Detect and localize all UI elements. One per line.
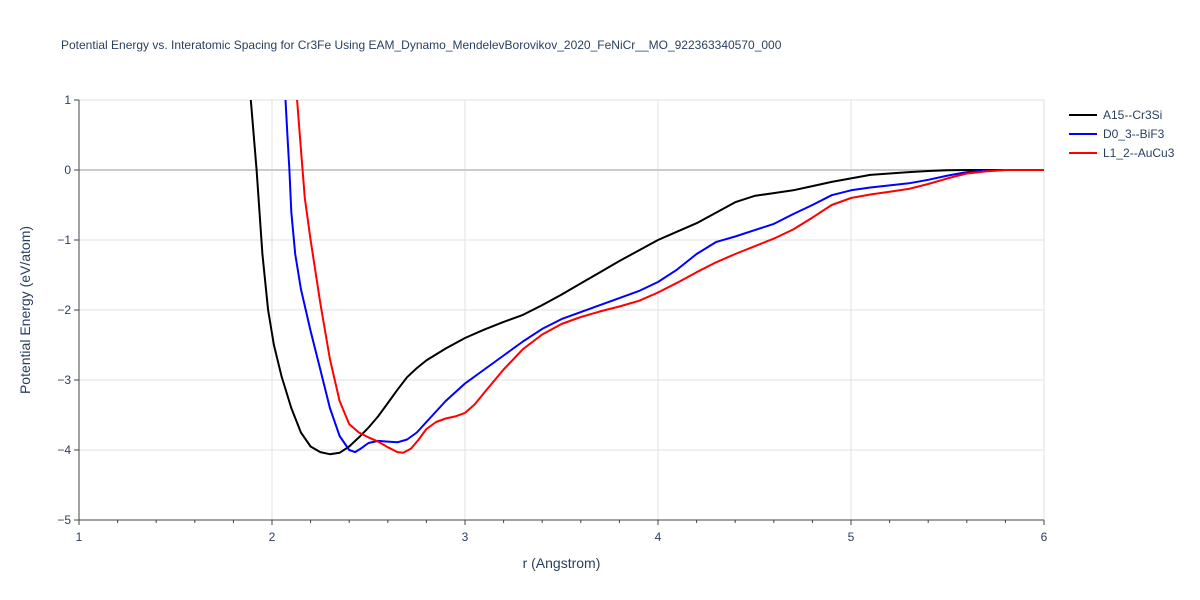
y-tick-label: −1 <box>57 233 71 247</box>
y-tick-label: −5 <box>57 513 71 527</box>
series-line <box>284 100 1044 454</box>
chart-title: Potential Energy vs. Interatomic Spacing… <box>61 38 782 52</box>
y-tick-label: 1 <box>64 93 71 107</box>
x-tick-label: 4 <box>655 530 662 544</box>
x-tick-label: 1 <box>76 530 83 544</box>
y-tick-label: −3 <box>57 373 71 387</box>
x-tick-label: 3 <box>462 530 469 544</box>
series-layer <box>249 100 1044 456</box>
y-tick-label: −2 <box>57 303 71 317</box>
y-tick-label: 0 <box>64 163 71 177</box>
x-tick-label: 5 <box>848 530 855 544</box>
x-tick-label: 2 <box>269 530 276 544</box>
legend[interactable]: A15--Cr3Si D0_3--BiF3 L1_2--AuCu3 <box>1069 108 1175 160</box>
axis-layer: 1 2 3 4 5 6 −5 −4 −3 −2 −1 0 1 <box>57 93 1047 544</box>
series-line <box>249 100 1044 456</box>
y-axis-title: Potential Energy (eV/atom) <box>17 226 33 394</box>
y-tick-label: −4 <box>57 443 71 457</box>
x-tick-label: 6 <box>1041 530 1048 544</box>
legend-item-label: A15--Cr3Si <box>1103 108 1162 122</box>
legend-item-label: D0_3--BiF3 <box>1103 127 1165 141</box>
grid-layer <box>79 99 1045 520</box>
series-line <box>296 100 1044 454</box>
x-axis-title: r (Angstrom) <box>523 555 601 571</box>
legend-item-label: L1_2--AuCu3 <box>1103 146 1175 160</box>
